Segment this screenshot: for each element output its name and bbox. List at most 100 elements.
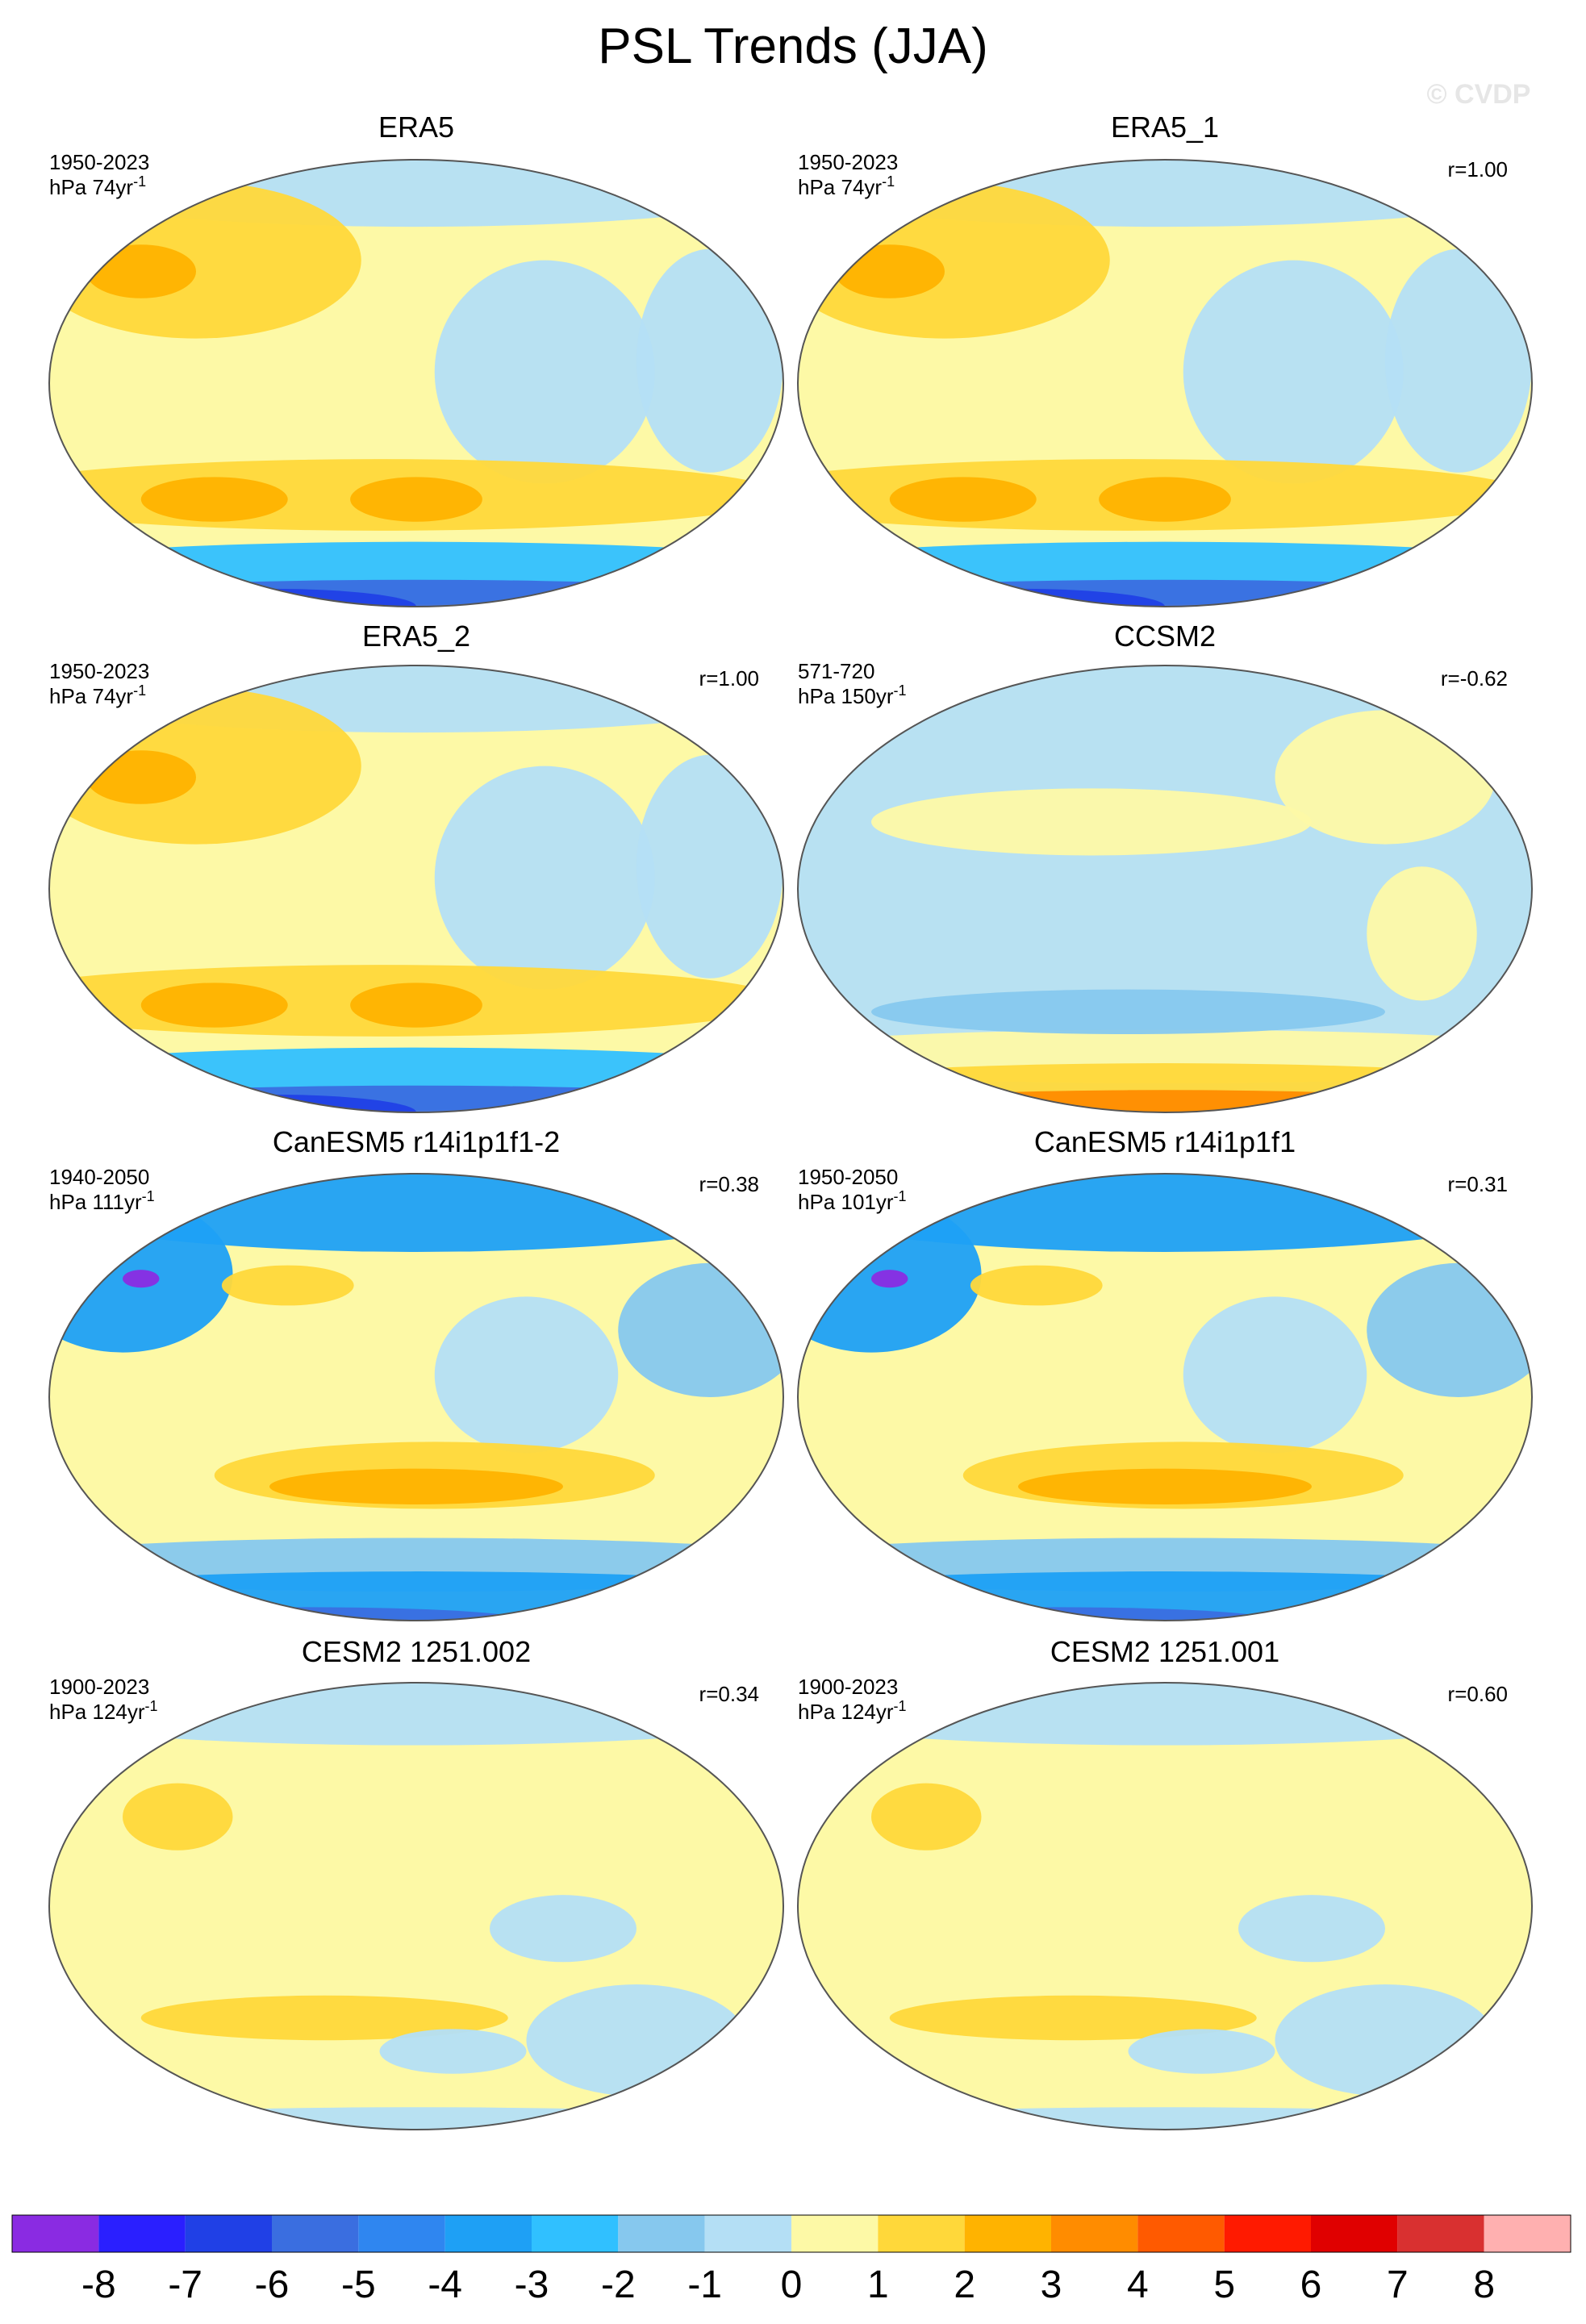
panel-title: CESM2 1251.002 bbox=[302, 1635, 531, 1668]
trend-region bbox=[889, 1995, 1257, 2041]
trend-region bbox=[1385, 248, 1532, 473]
colorbar-label: 6 bbox=[1300, 2264, 1322, 2306]
correlation-label: r=0.34 bbox=[699, 1682, 759, 1706]
colorbar-swatch bbox=[1051, 2215, 1138, 2252]
units-text: hPa 74yr bbox=[49, 175, 133, 199]
trend-region bbox=[1128, 2029, 1275, 2074]
trend-region bbox=[379, 2029, 527, 2074]
colorbar-swatch bbox=[878, 2215, 965, 2252]
period-label: 1950-2023 bbox=[798, 150, 898, 174]
colorbar-frame bbox=[11, 2214, 1571, 2253]
map-panel bbox=[798, 1683, 1532, 2130]
colorbar-label: 4 bbox=[1127, 2264, 1149, 2306]
colorbar-swatch bbox=[1224, 2215, 1311, 2252]
panel-title: ERA5_1 bbox=[1111, 111, 1219, 144]
trend-region bbox=[1275, 710, 1496, 845]
units-text: hPa 124yr bbox=[798, 1700, 894, 1724]
colorbar-swatch bbox=[618, 2215, 705, 2252]
map-border bbox=[797, 159, 1533, 607]
colorbar-swatch bbox=[1137, 2215, 1225, 2252]
colorbar-label: 2 bbox=[954, 2264, 975, 2306]
trend-region bbox=[871, 1270, 908, 1288]
units-label: hPa 74yr-1 bbox=[49, 173, 146, 199]
colorbar-swatch bbox=[444, 2215, 532, 2252]
trend-region bbox=[1367, 1262, 1532, 1398]
trend-region bbox=[834, 1607, 1275, 1621]
trend-region bbox=[871, 1783, 982, 1850]
units-label: hPa 124yr-1 bbox=[798, 1698, 907, 1724]
colorbar-swatch bbox=[272, 2215, 359, 2252]
trend-region bbox=[798, 181, 1110, 339]
units-text: hPa 101yr bbox=[798, 1190, 894, 1214]
trend-region bbox=[123, 1783, 233, 1850]
colorbar-label: 8 bbox=[1473, 2264, 1495, 2306]
colorbar-swatch bbox=[185, 2215, 272, 2252]
units-label: hPa 74yr-1 bbox=[49, 682, 146, 708]
period-label: 1950-2023 bbox=[49, 150, 149, 174]
map-border bbox=[797, 1682, 1533, 2130]
trend-region bbox=[871, 788, 1312, 856]
trend-region bbox=[1099, 477, 1231, 522]
trend-region bbox=[889, 477, 1037, 522]
trend-region bbox=[636, 754, 783, 978]
colorbar-swatch bbox=[1397, 2215, 1484, 2252]
units-text: hPa 74yr bbox=[49, 684, 133, 708]
panel-title: CCSM2 bbox=[1114, 620, 1216, 653]
panel-title: ERA5 bbox=[378, 111, 454, 144]
figure-title: PSL Trends (JJA) bbox=[598, 19, 988, 74]
trend-region bbox=[1367, 866, 1477, 1001]
period-label: 1900-2023 bbox=[49, 1675, 149, 1699]
map-border bbox=[48, 1173, 784, 1621]
trend-region bbox=[434, 766, 655, 990]
colorbar-swatch bbox=[1484, 2215, 1571, 2252]
map-border bbox=[48, 665, 784, 1113]
units-label: hPa 101yr-1 bbox=[798, 1188, 907, 1214]
colorbar-swatch bbox=[358, 2215, 445, 2252]
trend-region bbox=[140, 477, 288, 522]
correlation-label: r=0.38 bbox=[699, 1172, 759, 1196]
colorbar-label: -1 bbox=[687, 2264, 722, 2306]
colorbar-label: 1 bbox=[867, 2264, 889, 2306]
correlation-label: r=0.31 bbox=[1448, 1172, 1508, 1196]
units-exponent: -1 bbox=[133, 682, 146, 699]
units-label: hPa 150yr-1 bbox=[798, 682, 907, 708]
trend-region bbox=[490, 1895, 636, 1963]
units-exponent: -1 bbox=[142, 1188, 155, 1204]
trend-region bbox=[350, 983, 482, 1028]
units-text: hPa 111yr bbox=[49, 1190, 142, 1214]
colorbar-swatch bbox=[12, 2215, 99, 2252]
panel-title: CanESM5 r14i1p1f1 bbox=[1034, 1125, 1296, 1158]
units-exponent: -1 bbox=[145, 1698, 158, 1714]
trend-region bbox=[618, 1262, 783, 1398]
trend-region bbox=[140, 1995, 508, 2041]
period-label: 1950-2050 bbox=[798, 1165, 898, 1189]
trend-region bbox=[350, 477, 482, 522]
watermark: © CVDP bbox=[1427, 79, 1531, 110]
trend-region bbox=[221, 1265, 354, 1306]
map-panel bbox=[49, 1683, 783, 2130]
colorbar-swatch bbox=[98, 2215, 186, 2252]
panel-title: CanESM5 r14i1p1f1-2 bbox=[273, 1125, 560, 1158]
colorbar-label: -7 bbox=[168, 2264, 202, 2306]
trend-region bbox=[434, 1296, 619, 1454]
period-label: 1950-2023 bbox=[49, 659, 149, 683]
map-panel bbox=[798, 665, 1532, 1112]
trend-region bbox=[636, 248, 783, 473]
colorbar-label: -5 bbox=[341, 2264, 376, 2306]
colorbar-label: -2 bbox=[601, 2264, 636, 2306]
units-text: hPa 150yr bbox=[798, 684, 894, 708]
units-text: hPa 74yr bbox=[798, 175, 882, 199]
units-exponent: -1 bbox=[882, 173, 895, 190]
colorbar-swatch bbox=[1311, 2215, 1398, 2252]
trend-region bbox=[970, 1265, 1103, 1306]
trend-region bbox=[1275, 1984, 1496, 2097]
colorbar-label: -3 bbox=[515, 2264, 549, 2306]
trend-region bbox=[140, 983, 288, 1028]
trend-region bbox=[798, 1195, 982, 1353]
map-border bbox=[797, 665, 1533, 1113]
correlation-label: r=0.60 bbox=[1448, 1682, 1508, 1706]
colorbar-swatch bbox=[704, 2215, 791, 2252]
trend-region bbox=[871, 989, 1385, 1035]
trend-region bbox=[1238, 1895, 1385, 1963]
units-exponent: -1 bbox=[133, 173, 146, 190]
